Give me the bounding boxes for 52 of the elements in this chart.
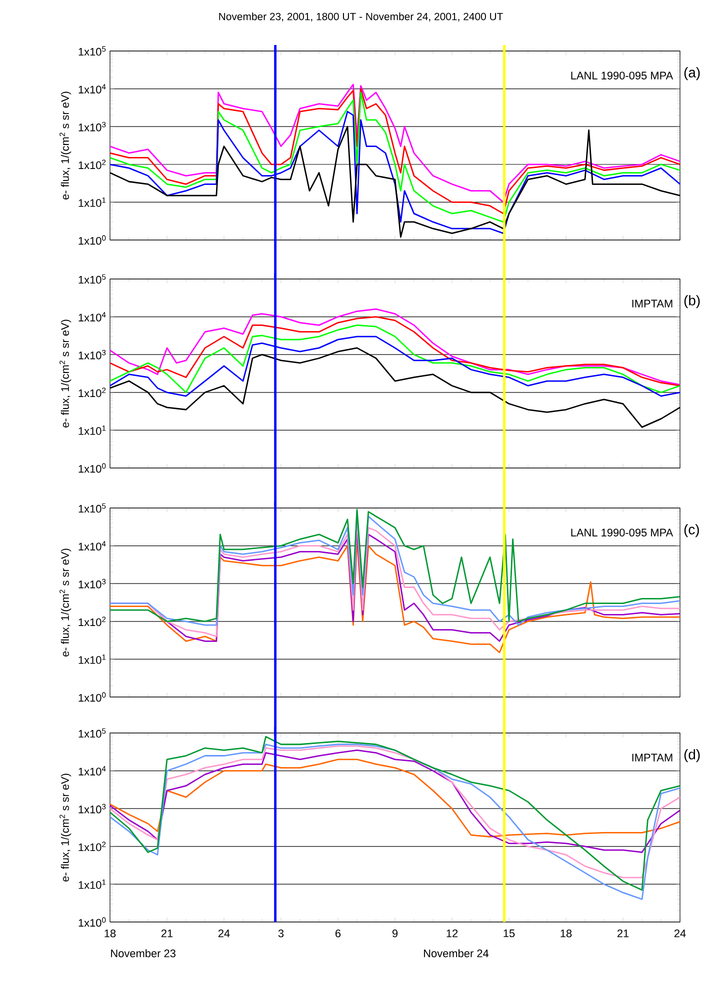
y-tick-label: 1x10$^{2}$ — [78, 842, 106, 852]
x-tick-label: 15 — [504, 930, 515, 938]
y-tick-label: 1x10$^{0}$ — [78, 917, 106, 927]
text: (d) — [684, 749, 700, 762]
text: November 24 — [424, 949, 489, 958]
x-tick-label: 21 — [617, 930, 629, 938]
y-tick-label: 1x10$^{1}$ — [78, 654, 106, 664]
y-tick-label: 1x10$^{2}$ — [78, 388, 106, 398]
text: November 23 — [111, 949, 176, 958]
x-tick-label: 3 — [278, 930, 284, 938]
y-tick-label: 1x10$^{4}$ — [78, 541, 106, 550]
y-tick-label: 1x10$^{4}$ — [78, 84, 106, 94]
y-tick-label: 1x10$^{0}$ — [78, 235, 106, 245]
x-tick-label: 12 — [446, 930, 458, 938]
y-axis-title: e- flux, 1/(cm$^{2}$ s sr eV) — [60, 92, 72, 200]
y-tick-label: 1x10$^{3}$ — [78, 122, 106, 132]
y-tick-label: 1x10$^{2}$ — [78, 160, 106, 170]
line-series — [109, 324, 681, 394]
y-axis-title: e- flux, 1/(cm$^{2}$ s sr eV) — [60, 774, 72, 882]
x-tick-label: 21 — [161, 930, 173, 938]
y-tick-label: 1x10$^{0}$ — [78, 692, 106, 702]
x-tick-label: 18 — [560, 930, 572, 938]
annotation: LANL 1990-095 MPA — [571, 528, 674, 536]
y-tick-label: 1x10$^{1}$ — [78, 426, 106, 435]
x-tick-label: 9 — [392, 930, 398, 938]
y-tick-label: 1x10$^{5}$ — [78, 728, 106, 738]
y-tick-label: 1x10$^{5}$ — [78, 274, 106, 284]
line-series — [109, 750, 681, 853]
y-tick-label: 1x10$^{2}$ — [78, 616, 106, 626]
y-tick-label: 1x10$^{5}$ — [78, 46, 106, 56]
y-tick-label: 1x10$^{3}$ — [78, 578, 106, 588]
y-axis-title: e- flux, 1/(cm$^{2}$ s sr eV) — [60, 548, 72, 656]
y-axis-title: e- flux, 1/(cm$^{2}$ s sr eV) — [60, 320, 72, 428]
x-tick-label: 6 — [336, 930, 341, 938]
y-tick-label: 1x10$^{5}$ — [78, 503, 106, 513]
x-tick-label: 24 — [674, 930, 686, 938]
y-tick-label: 1x10$^{0}$ — [78, 463, 106, 473]
x-tick-label: 24 — [218, 930, 230, 938]
annotation: IMPTAM — [632, 754, 672, 762]
y-tick-label: 1x10$^{4}$ — [78, 312, 106, 322]
text: (a) — [684, 67, 700, 80]
y-tick-label: 1x10$^{4}$ — [78, 766, 106, 776]
x-tick-label: 18 — [104, 930, 116, 938]
chart-title: November 23, 2001, 1800 UT - November 24, 2001, 2400 UT — [219, 12, 503, 22]
y-tick-label: 1x10$^{3}$ — [78, 804, 106, 814]
y-tick-label: 1x10$^{1}$ — [78, 198, 106, 207]
y-tick-label: 1x10$^{1}$ — [78, 880, 106, 889]
annotation: IMPTAM — [632, 300, 672, 308]
annotation: LANL 1990-095 MPA — [571, 72, 674, 80]
text: (b) — [684, 295, 700, 308]
text: (c) — [684, 524, 699, 538]
y-tick-label: 1x10$^{3}$ — [78, 350, 106, 360]
